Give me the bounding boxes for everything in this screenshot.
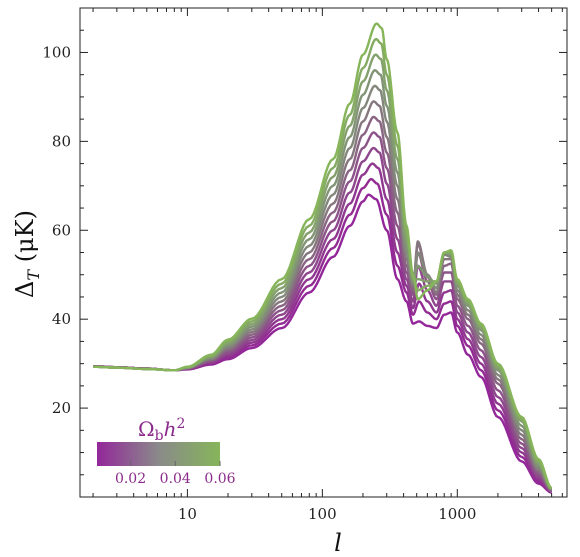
y-tick-label: 80 (52, 132, 71, 150)
series-layer (93, 22, 553, 494)
colorbar-tick-label: 0.04 (160, 471, 191, 487)
y-tick-label: 40 (52, 310, 71, 328)
x-tick-label: 1000 (438, 505, 476, 523)
y-tick-label: 60 (52, 221, 71, 239)
y-tick-label: 100 (42, 43, 71, 61)
y-tick-label: 20 (52, 399, 71, 417)
series-line-8 (93, 69, 553, 491)
x-axis-title: l (334, 529, 342, 557)
tick-layer: 10 100 1000 20 40 60 80 100 (42, 8, 567, 523)
series-line-11 (93, 22, 553, 490)
colorbar-tick-label: 0.02 (115, 471, 146, 487)
x-tick-label: 10 (178, 505, 197, 523)
x-tick-label: 100 (308, 505, 337, 523)
colorbar-ticks: 0.02 0.04 0.06 (115, 461, 236, 487)
colorbar: Ωbh2 0.02 0.04 0.06 (97, 416, 236, 487)
colorbar-title: Ωbh2 (138, 416, 185, 444)
y-axis-title: ΔT (μK) (11, 210, 43, 298)
colorbar-tick-label: 0.06 (204, 471, 235, 487)
colorbar-gradient (97, 442, 220, 466)
